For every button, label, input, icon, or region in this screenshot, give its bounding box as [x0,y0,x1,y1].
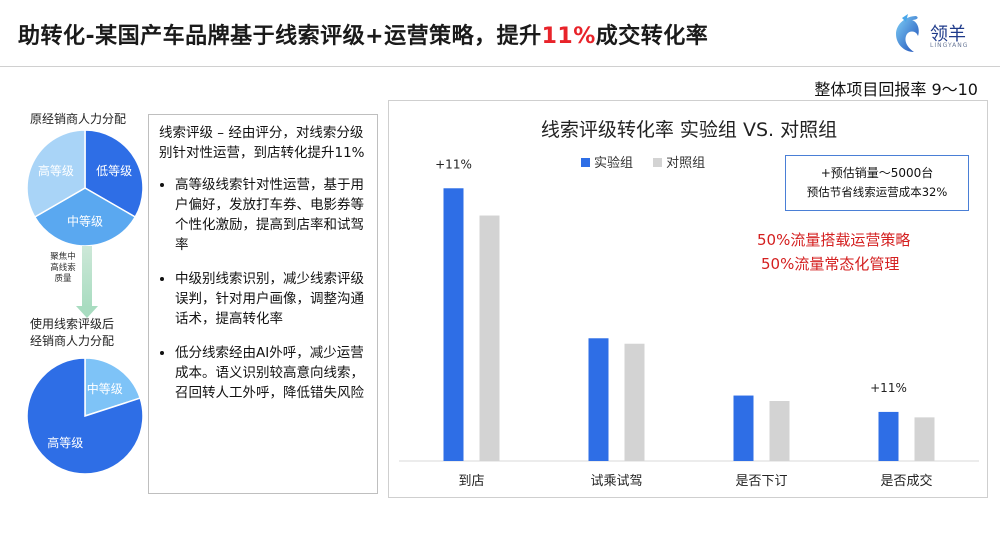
pie-slice-label: 高等级 [47,435,83,450]
pie1-title: 原经销商人力分配 [30,112,127,126]
conversion-bar-chart: 到店 试乘试驾 是否下订 是否成交 +11% +11% [399,157,979,489]
pie-slice-label: 高等级 [38,163,74,178]
pie-slice [26,129,86,219]
roi-subtitle: 整体项目回报率 9～10 [814,80,978,99]
x-tick-label: 到店 [458,474,484,489]
bar-experiment [443,188,464,461]
pie2-title-line2: 经销商人力分配 [30,334,115,348]
arrow-head-icon [76,306,98,318]
logo-wordmark: 领羊 [930,24,966,45]
strategy-list: 高等级线索针对性运营，基于用户偏好，发放打车券、电影券等个性化激励，提高到店率和… [159,175,367,403]
page-title: 助转化-某国产车品牌基于线索评级+运营策略，提升11%成交转化率 [18,18,708,50]
focus-note: 聚焦中高线索质量 [50,252,76,284]
data-label: +11% [870,381,907,395]
chart-title: 线索评级转化率 实验组 VS. 对照组 [540,119,838,141]
legend-label: 实验组 [594,156,634,171]
x-tick-label: 试乘试驾 [590,474,642,489]
bar-experiment [588,338,609,461]
legend-swatch [581,158,590,167]
pie2-title-line1: 使用线索评级后 [30,317,115,331]
data-label: +11% [435,157,472,171]
bar-control [479,215,500,461]
list-item: 低分线索经由AI外呼，减少运营成本。语义识别较高意向线索，召回转人工外呼，降低错… [175,343,367,403]
title-text: 助转化-某国产车品牌基于线索评级+运营策略，提升 [18,24,542,49]
estimate-callout: +预估销量～5000台 预估节省线索运营成本32% [785,155,969,211]
bar-experiment [878,411,899,461]
pie-slice-label: 中等级 [87,381,123,396]
pie-slice [84,357,142,418]
strategy-intro: 线索评级 – 经由评分，对线索分级别针对性运营，到店转化提升11% [159,125,365,161]
title-highlight: 11% [541,24,596,49]
bar-control [769,401,790,461]
legend-swatch [653,158,663,167]
x-tick-label: 是否下订 [735,474,787,489]
traffic-note-1: 50%流量搭载运营策略 [757,231,911,249]
strategy-textbox: 线索评级 – 经由评分，对线索分级别针对性运营，到店转化提升11% 高等级线索针… [148,114,378,494]
list-item: 高等级线索针对性运营，基于用户偏好，发放打车券、电影券等个性化激励，提高到店率和… [175,175,367,255]
estimate-cost: 预估节省线索运营成本32% [806,185,948,199]
logo-subtext: LINGYANG [930,42,969,49]
transition-arrow [82,246,92,308]
legend-label: 对照组 [666,156,706,171]
x-tick-label: 是否成交 [880,473,932,489]
pie2-title: 使用线索评级后 经销商人力分配 [30,316,114,350]
list-item: 中级别线索识别，减少线索评级误判，针对用户画像，调整沟通话术，提高转化率 [175,269,367,329]
pie-slice-label: 低等级 [96,164,132,178]
bar-experiment [733,395,754,461]
legend-item-experiment: 实验组 [581,156,633,171]
bar-control [624,343,645,461]
brand-logo: 领羊 LINGYANG [888,12,988,58]
title-text-suffix: 成交转化率 [595,24,709,49]
legend-item-control: 对照组 [653,156,705,171]
bar-control [914,417,935,461]
chart-legend: 实验组 对照组 [581,152,721,171]
pie-slice [26,357,144,475]
estimate-sales: +预估销量～5000台 [820,166,934,180]
dragon-logo-icon [896,14,919,52]
pie-slice-label: 中等级 [67,214,103,229]
conversion-chart-panel: 到店 试乘试驾 是否下订 是否成交 +11% +11% 线索评级转化率 实验组 VS. 对… [388,100,988,498]
traffic-note-2: 50%流量常态化管理 [761,255,900,273]
title-divider [0,66,1000,67]
pie-slice [84,129,144,219]
